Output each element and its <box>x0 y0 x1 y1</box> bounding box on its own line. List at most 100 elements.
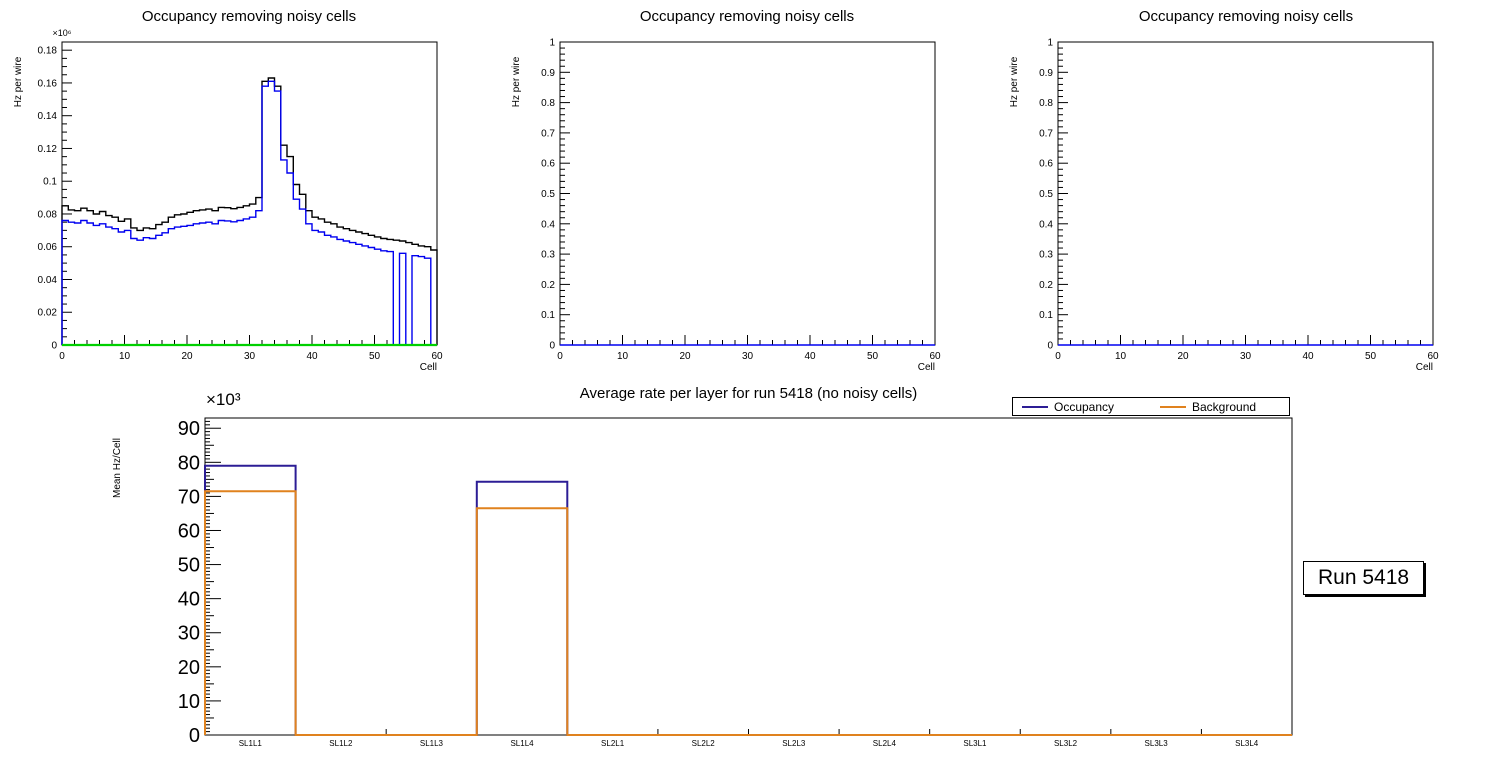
x-tick-label: SL1L1 <box>239 739 263 748</box>
x-tick-label: SL3L3 <box>1145 739 1169 748</box>
y-tick-label: 0.4 <box>541 219 555 230</box>
x-tick-label: 20 <box>181 351 193 362</box>
x-tick-label: 30 <box>1240 351 1252 362</box>
x-tick-label: 0 <box>1055 351 1061 362</box>
y-tick-label: 0.18 <box>38 46 58 57</box>
y-axis-title: Hz per wire <box>13 56 24 107</box>
chart-canvas-1: 0 0.02 0.04 0.06 0.08 0.1 0.12 0.14 0.16 0.18 0 10 2… <box>13 28 443 373</box>
occupancy-chart-2: Occupancy removing noisy cells 0 0.1 0.2 0.… <box>498 0 996 375</box>
legend-label: Occupancy <box>1054 399 1115 414</box>
y-tick-label: 50 <box>178 555 200 577</box>
y-tick-label: 0.1 <box>1039 310 1053 321</box>
x-axis-title: Cell <box>918 362 935 373</box>
chart-title: Average rate per layer for run 5418 (no … <box>579 385 918 402</box>
chart-canvas-3: 00.10.20.30.40.50.60.70.80.910 10 20 30 40 50… <box>1009 38 1439 374</box>
x-axis-title: Cell <box>420 362 437 373</box>
series-occupancy-all-cells <box>61 77 438 345</box>
y-tick-label: 0.2 <box>541 280 555 291</box>
x-tick-label: 60 <box>1427 351 1439 362</box>
x-axis-title: Cell <box>1416 362 1433 373</box>
y-tick-label: 0.5 <box>1039 189 1053 200</box>
series-occupancy-no-noisy-cells <box>61 80 437 346</box>
y-tick-label: 40 <box>178 589 200 611</box>
y-tick-label: 0.9 <box>541 68 555 79</box>
x-axis <box>1057 335 1434 345</box>
x-tick-label: 50 <box>1365 351 1377 362</box>
legend-item-background: Background <box>1151 400 1289 414</box>
x-tick-label: SL2L2 <box>692 739 716 748</box>
y-tick-label: 0.14 <box>38 111 58 122</box>
legend-label: Background <box>1192 399 1257 414</box>
y-tick-label: 0.1 <box>43 177 57 188</box>
y-tick-label: 1 <box>1047 38 1053 49</box>
y-tick-label: 0.7 <box>1039 128 1053 139</box>
x-tick-label: 0 <box>557 351 563 362</box>
x-tick-label: 0 <box>59 351 65 362</box>
occupancy-chart-3: Occupancy removing noisy cells 0 0.1 0.2 0.… <box>996 0 1496 375</box>
y-tick-label: 0 <box>549 341 555 352</box>
x-tick-label: 10 <box>617 351 629 362</box>
occupancy-chart-1: Occupancy removing noisy cells 0 0.02 0.04… <box>0 0 498 375</box>
y-axis-title: Hz per wire <box>511 56 522 107</box>
average-rate-chart: Average rate per layer for run 5418 (no … <box>0 375 1496 772</box>
x-tick-label: 40 <box>804 351 816 362</box>
y-tick-label: 0.9 <box>1039 68 1053 79</box>
x-tick-label: 40 <box>306 351 318 362</box>
x-axis <box>559 335 936 345</box>
y-tick-label: 0.16 <box>38 78 58 89</box>
y-tick-label: 30 <box>178 623 200 645</box>
plot-frame <box>204 417 1293 736</box>
y-tick-label: 20 <box>178 657 200 679</box>
chart-title: Occupancy removing noisy cells <box>141 8 357 25</box>
y-axis-title: Mean Hz/Cell <box>112 438 123 498</box>
chart-canvas-2: 00.10.20.30.40.50.60.70.80.910 10 20 30 40 50… <box>511 38 941 374</box>
x-tick-label: 60 <box>431 351 443 362</box>
x-tick-label: 10 <box>119 351 131 362</box>
legend-item-occupancy: Occupancy <box>1013 400 1151 414</box>
y-tick-label: 0.08 <box>38 209 58 220</box>
y-tick-label: 0.5 <box>541 189 555 200</box>
plot-frame <box>61 41 438 346</box>
x-axis <box>61 335 438 345</box>
x-tick-label: 50 <box>369 351 381 362</box>
x-tick-label: SL2L1 <box>601 739 625 748</box>
background-line-swatch <box>1160 405 1186 408</box>
y-tick-label: 0.3 <box>541 250 555 261</box>
series-occupancy <box>204 464 1292 736</box>
run-label-box: Run 5418 <box>1303 561 1425 595</box>
x-tick-label: 60 <box>929 351 941 362</box>
y-tick-label: 70 <box>178 486 200 508</box>
y-tick-label: 60 <box>178 520 200 542</box>
x-tick-label: 20 <box>679 351 691 362</box>
y-tick-label: 0 <box>1047 341 1053 352</box>
chart-title: Occupancy removing noisy cells <box>1138 8 1354 25</box>
y-tick-label: 0.04 <box>38 275 58 286</box>
y-axis <box>560 41 570 346</box>
y-tick-label: 0.06 <box>38 242 58 253</box>
y-tick-label: 0.8 <box>541 98 555 109</box>
x-tick-label: 30 <box>244 351 256 362</box>
x-tick-label: SL2L3 <box>782 739 806 748</box>
x-tick-label: SL1L2 <box>329 739 353 748</box>
x-tick-label: SL3L2 <box>1054 739 1078 748</box>
y-tick-label: 0.2 <box>1039 280 1053 291</box>
chart-title: Occupancy removing noisy cells <box>639 8 855 25</box>
y-tick-label: 90 <box>178 418 200 440</box>
plot-frame <box>1057 41 1434 346</box>
y-axis <box>1058 41 1068 346</box>
y-axis-multiplier: ×10³ <box>206 390 241 409</box>
x-tick-label: SL1L3 <box>420 739 444 748</box>
x-tick-label: 50 <box>867 351 879 362</box>
x-tick-label: SL2L4 <box>873 739 897 748</box>
legend: Occupancy Background <box>1012 397 1290 416</box>
y-tick-label: 10 <box>178 691 200 713</box>
y-tick-label: 0.12 <box>38 144 58 155</box>
y-tick-label: 0.3 <box>1039 250 1053 261</box>
occupancy-line-swatch <box>1022 405 1048 408</box>
series-background <box>204 490 1292 736</box>
y-tick-label: 0.8 <box>1039 98 1053 109</box>
y-tick-label: 0 <box>189 725 200 747</box>
y-axis-title: Hz per wire <box>1009 56 1020 107</box>
x-tick-label: 20 <box>1177 351 1189 362</box>
x-tick-label: SL3L1 <box>963 739 987 748</box>
